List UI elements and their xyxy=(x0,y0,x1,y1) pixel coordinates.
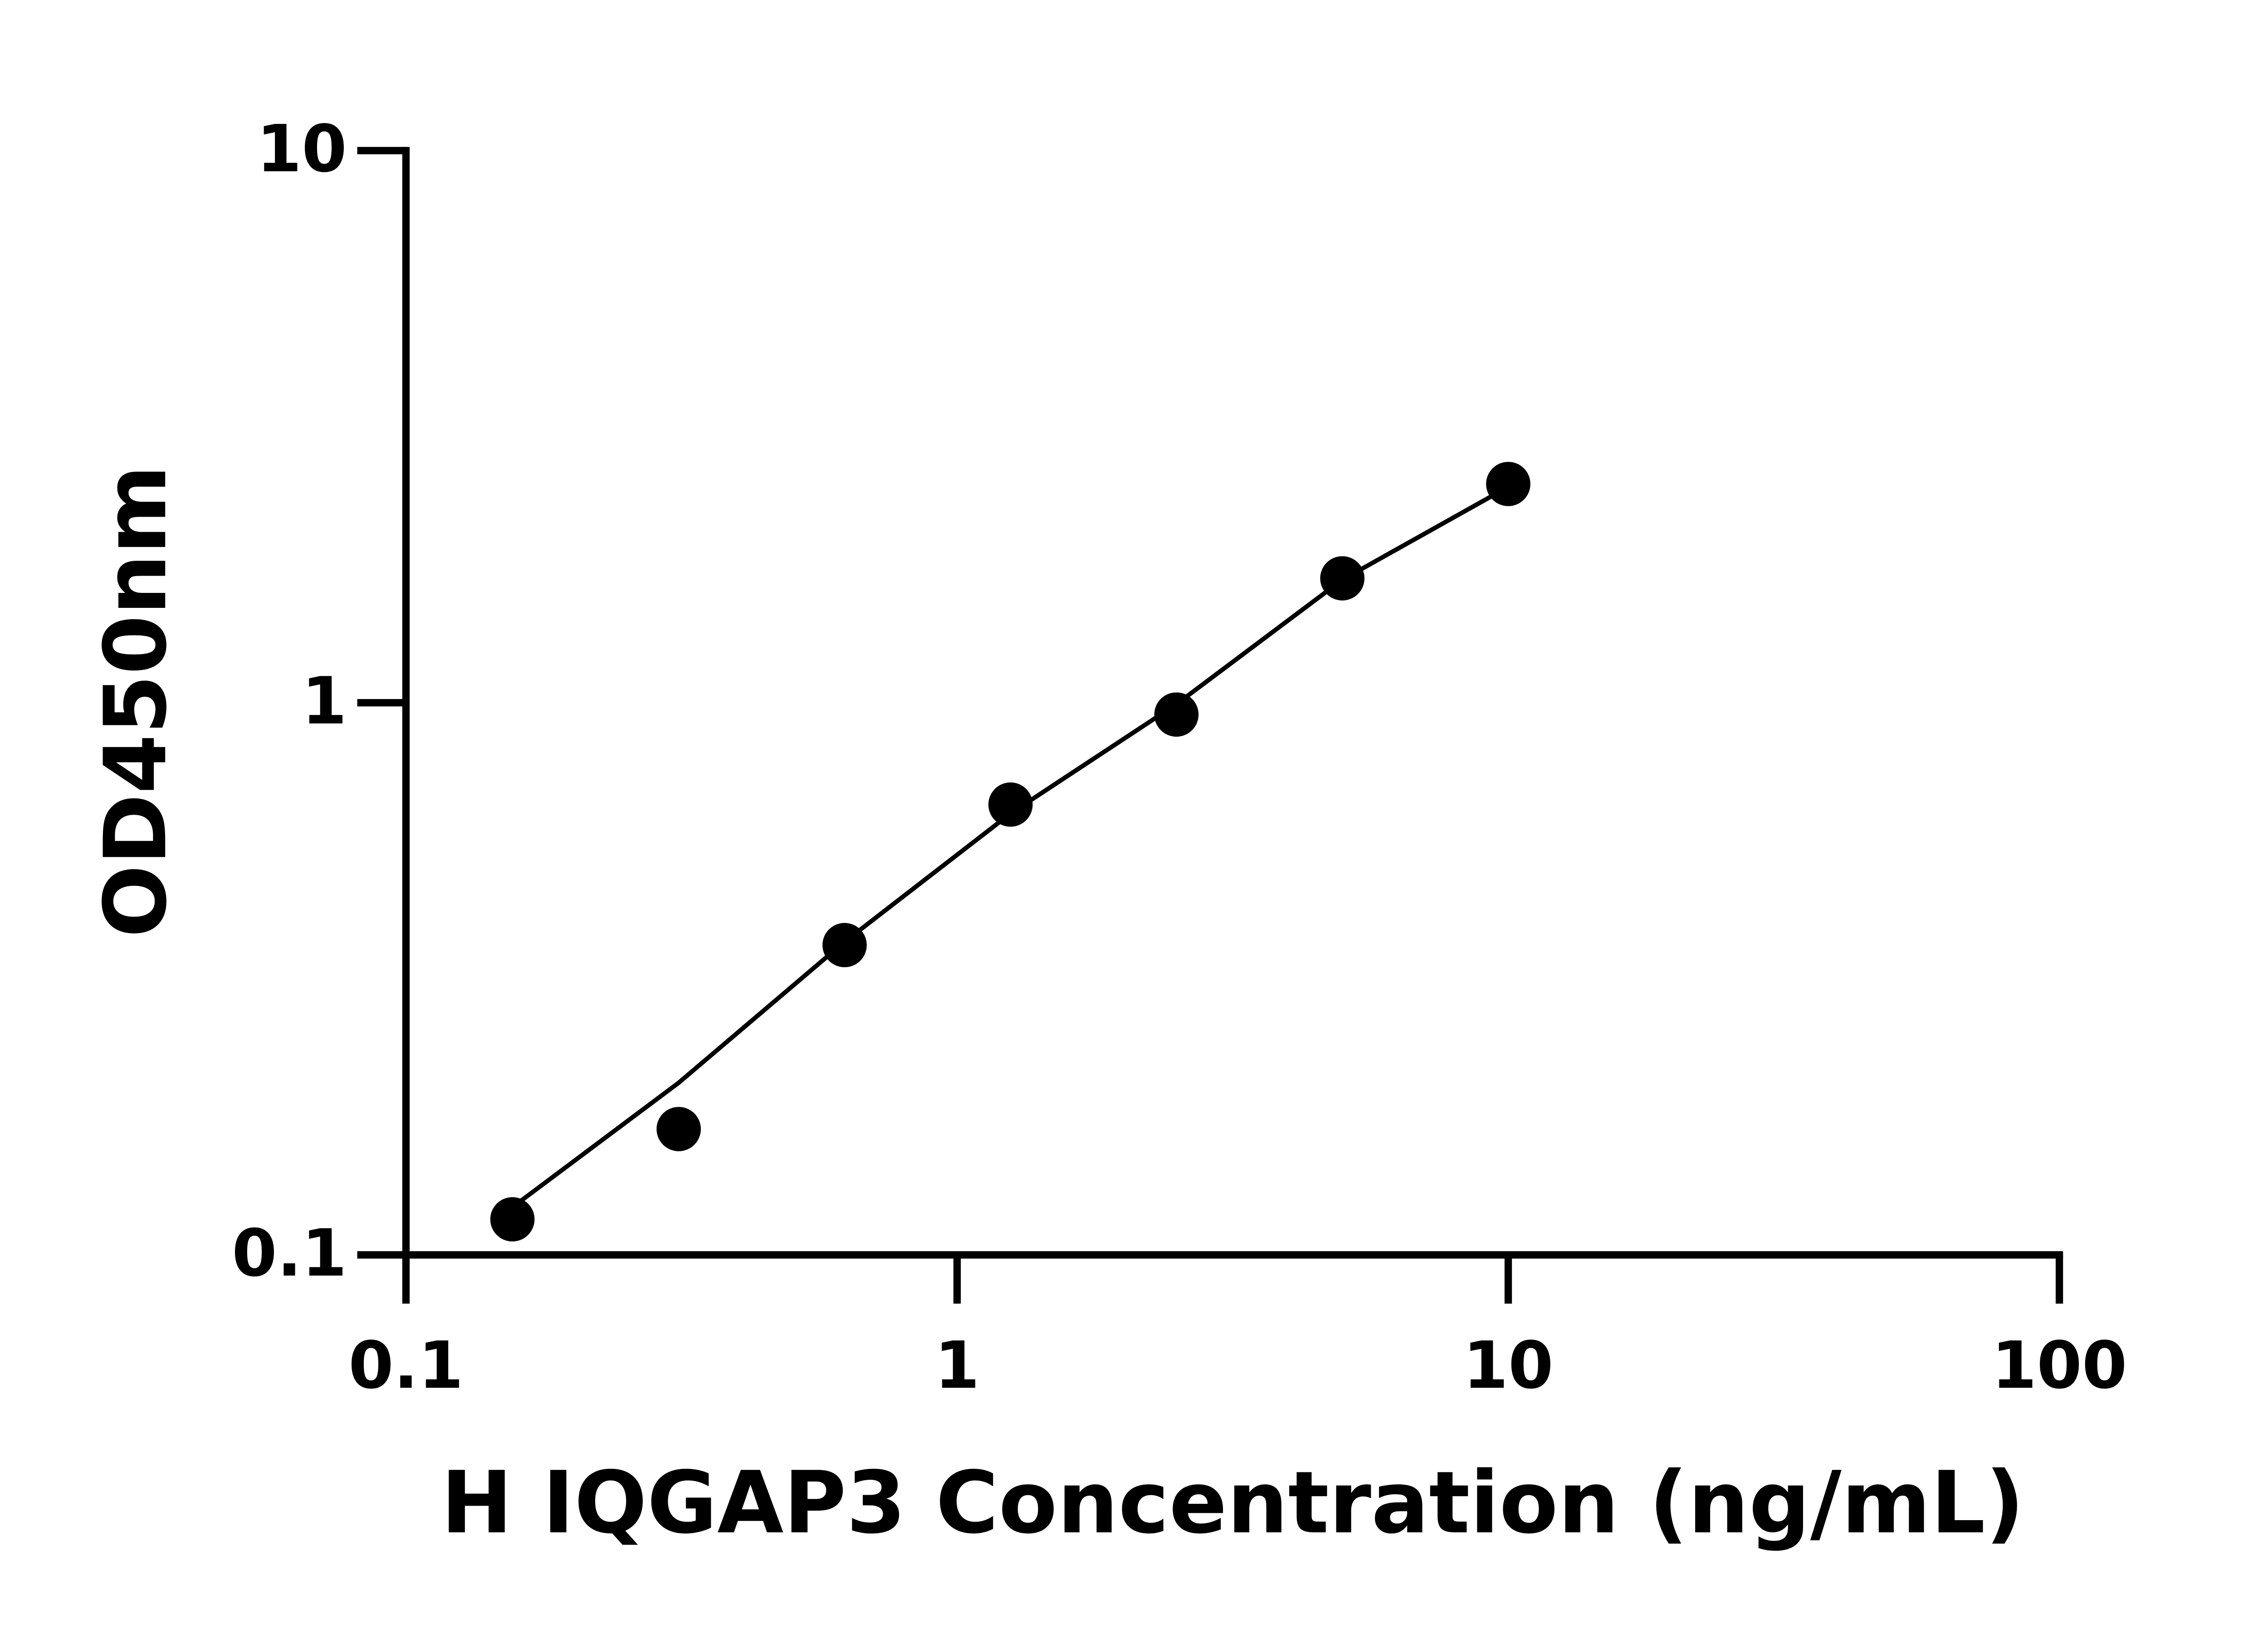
x-tick-label: 1 xyxy=(934,1327,980,1403)
x-tick-label: 10 xyxy=(1463,1327,1553,1403)
data-point xyxy=(490,1197,535,1242)
fit-curve xyxy=(511,485,1510,1209)
data-point xyxy=(1154,692,1199,737)
x-axis-title: H IQGAP3 Concentration (ng/mL) xyxy=(441,1453,2024,1553)
data-point xyxy=(1320,556,1365,601)
x-tick-label: 100 xyxy=(1992,1327,2127,1403)
data-point xyxy=(988,782,1033,827)
data-point xyxy=(822,923,867,968)
data-point xyxy=(1486,462,1530,506)
y-tick-label: 0.1 xyxy=(232,1215,347,1291)
data-point xyxy=(656,1107,701,1151)
y-tick-label: 10 xyxy=(257,111,347,187)
x-tick-label: 0.1 xyxy=(348,1327,464,1403)
y-tick-label: 1 xyxy=(302,663,347,739)
y-axis-title: OD450nm xyxy=(86,465,186,938)
